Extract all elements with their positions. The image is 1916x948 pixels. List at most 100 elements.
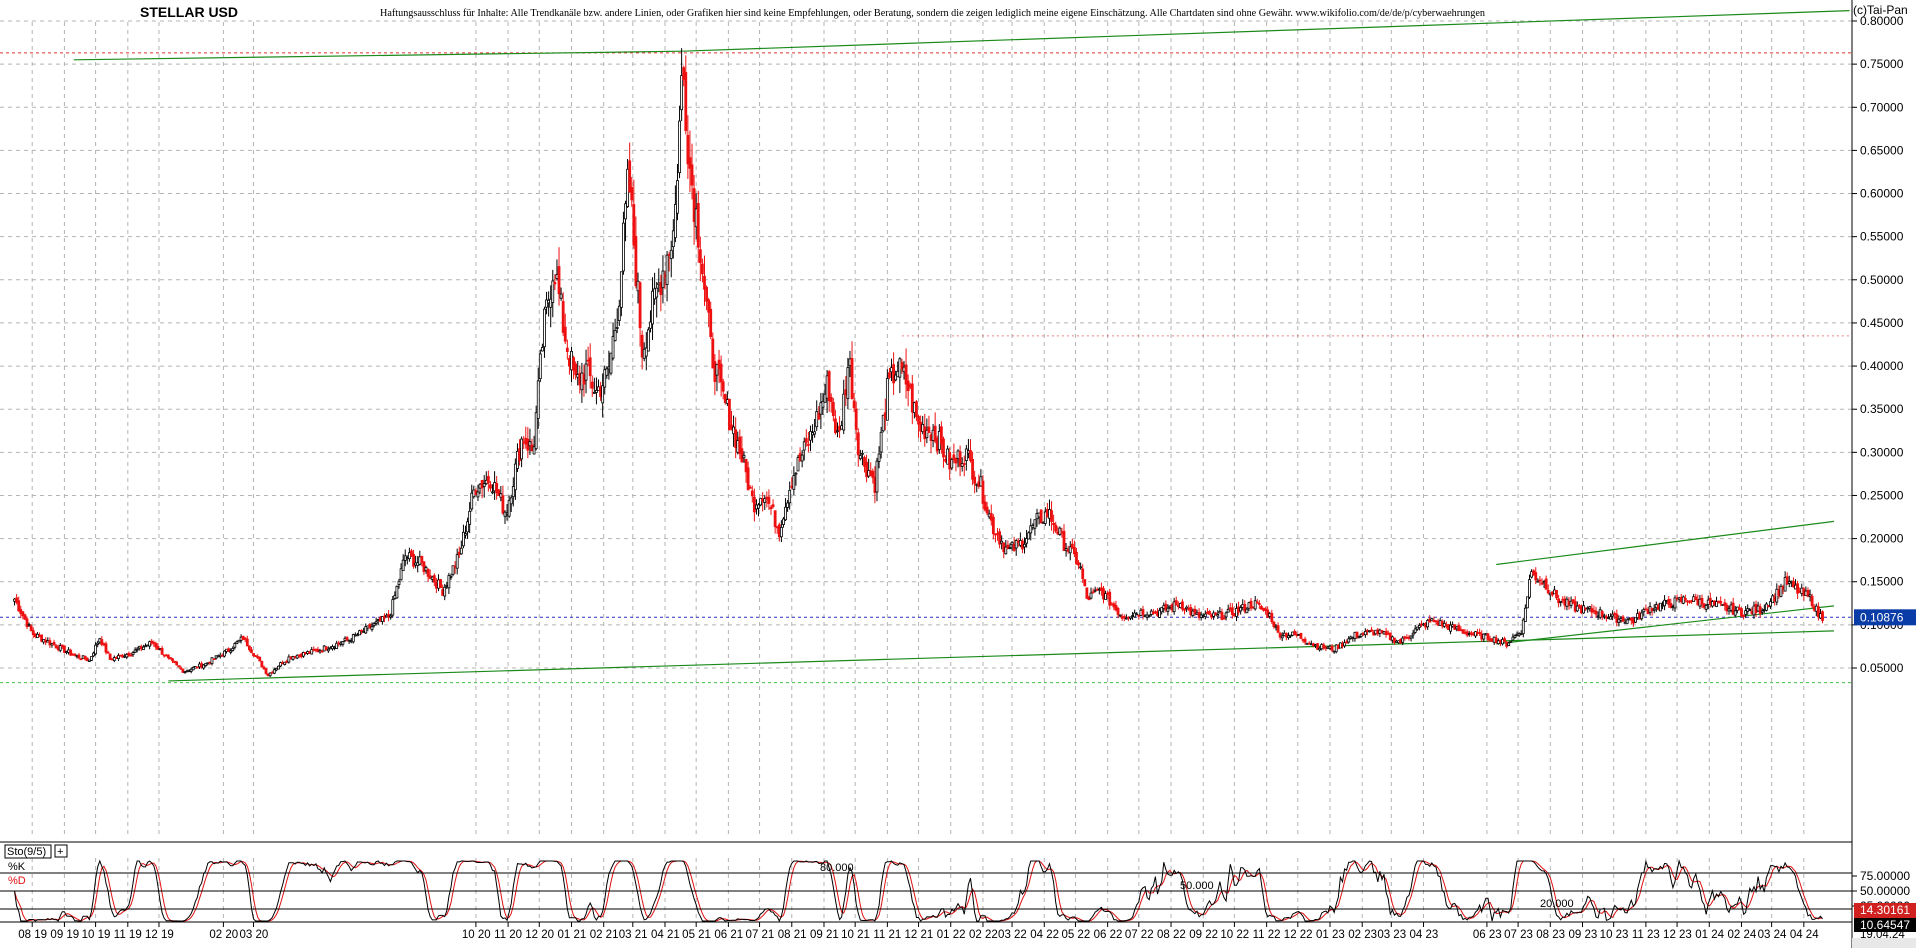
candle-body bbox=[77, 654, 81, 659]
candle-body bbox=[964, 448, 968, 461]
candle-body bbox=[380, 616, 384, 622]
candle-body bbox=[1611, 613, 1615, 617]
scrollbar-track[interactable] bbox=[1852, 938, 1916, 948]
candle-body bbox=[243, 637, 247, 640]
candle-body bbox=[688, 157, 692, 169]
candle-body bbox=[1673, 597, 1677, 609]
candle-body bbox=[553, 282, 557, 285]
x-tick-label: 10 20 bbox=[462, 929, 491, 941]
candle-body bbox=[129, 654, 133, 657]
candle-body bbox=[962, 463, 966, 465]
candle-body bbox=[1740, 608, 1743, 617]
candle-body bbox=[90, 656, 93, 661]
x-tick-label: 06 22 bbox=[1094, 929, 1123, 941]
candle-body bbox=[335, 642, 339, 649]
candle-body bbox=[817, 413, 821, 420]
candle-body bbox=[1010, 541, 1014, 546]
candle-body bbox=[127, 652, 131, 656]
candle-body bbox=[1731, 602, 1735, 615]
candle-body bbox=[1253, 600, 1257, 610]
x-tick-label: 11 20 bbox=[494, 929, 522, 941]
stoch-expand-button[interactable] bbox=[54, 844, 68, 858]
candle-body bbox=[166, 654, 170, 659]
x-tick-label: 01 23 bbox=[1316, 929, 1345, 941]
candle-body bbox=[624, 203, 627, 220]
candle-body bbox=[511, 486, 515, 498]
candle-body bbox=[295, 654, 299, 659]
candle-body bbox=[939, 426, 943, 445]
x-tick-label: 06 21 bbox=[714, 929, 743, 941]
x-tick-label: 02 20 bbox=[209, 929, 238, 941]
candle-body bbox=[1370, 629, 1373, 632]
candle-body bbox=[94, 644, 97, 655]
candle-body bbox=[1523, 607, 1527, 623]
candle-body bbox=[1064, 548, 1068, 551]
stochastic-legend[interactable]: Sto(9/5) + %K %D bbox=[4, 844, 68, 887]
candle-body bbox=[100, 639, 104, 646]
candle-body bbox=[543, 308, 546, 348]
candle-body bbox=[1077, 562, 1080, 566]
candle-body bbox=[698, 249, 702, 263]
candle-body bbox=[1526, 596, 1529, 609]
candle-body bbox=[630, 186, 634, 201]
x-tick-label: 01 21 bbox=[557, 929, 586, 941]
y-tick-label: 0.80000 bbox=[1860, 14, 1904, 28]
candle-body bbox=[1796, 583, 1799, 594]
candle-body bbox=[1634, 617, 1637, 623]
candle-body bbox=[247, 645, 251, 651]
candle-body bbox=[676, 180, 679, 214]
candle-body bbox=[973, 476, 977, 484]
candle-body bbox=[1482, 633, 1486, 640]
candle-body bbox=[21, 611, 25, 617]
candle-body bbox=[861, 452, 864, 455]
candle-body bbox=[156, 645, 160, 650]
candle-body bbox=[262, 666, 266, 670]
candle-body bbox=[1683, 597, 1687, 601]
candle-body bbox=[1043, 511, 1047, 524]
candle-body bbox=[1158, 610, 1162, 618]
candle-body bbox=[1108, 591, 1112, 606]
candle-body bbox=[540, 347, 544, 352]
candle-body bbox=[1322, 644, 1326, 649]
stoch-indicator-box[interactable] bbox=[4, 844, 52, 859]
candle-body bbox=[831, 402, 835, 417]
y-tick-label: 0.45000 bbox=[1860, 316, 1904, 330]
candle-body bbox=[489, 484, 492, 489]
candle-body bbox=[277, 665, 280, 670]
candle-body bbox=[1004, 546, 1008, 555]
stoch-level-label: 20.000 bbox=[1540, 898, 1574, 910]
y-tick-label: 0.75000 bbox=[1860, 57, 1904, 71]
stoch-level-label: 80.000 bbox=[820, 862, 854, 874]
candle-body bbox=[250, 649, 253, 653]
candle-body bbox=[345, 637, 349, 641]
candle-body bbox=[279, 662, 282, 667]
x-tick-label: 11 23 bbox=[1632, 929, 1660, 941]
x-tick-label: 05 22 bbox=[1061, 929, 1090, 941]
candle-body bbox=[748, 486, 752, 489]
y-tick-label: 0.50000 bbox=[1860, 273, 1904, 287]
candle-body bbox=[759, 498, 763, 506]
candle-body bbox=[1062, 530, 1066, 551]
candle-body bbox=[1347, 638, 1351, 643]
candle-body bbox=[784, 506, 787, 521]
candle-body bbox=[160, 647, 164, 655]
candle-body bbox=[595, 389, 598, 393]
candle-body bbox=[1006, 544, 1010, 549]
x-tick-label: 02 22 bbox=[969, 929, 998, 941]
x-tick-label: 09 22 bbox=[1189, 929, 1218, 941]
candle-body bbox=[536, 380, 540, 419]
candle-body bbox=[1239, 607, 1243, 612]
candle-body bbox=[649, 321, 652, 329]
candle-body bbox=[181, 668, 185, 673]
chart-scrollbar[interactable] bbox=[1852, 938, 1916, 948]
candle-body bbox=[619, 271, 623, 308]
candle-body bbox=[800, 454, 804, 462]
x-tick-label: 03 22 bbox=[998, 929, 1027, 941]
candle-body bbox=[1478, 632, 1482, 634]
candle-body bbox=[1118, 614, 1122, 617]
candle-body bbox=[229, 650, 233, 653]
candle-body bbox=[1681, 596, 1685, 604]
candle-body bbox=[204, 662, 208, 666]
candle-body bbox=[171, 658, 174, 662]
candle-body bbox=[1642, 609, 1646, 613]
